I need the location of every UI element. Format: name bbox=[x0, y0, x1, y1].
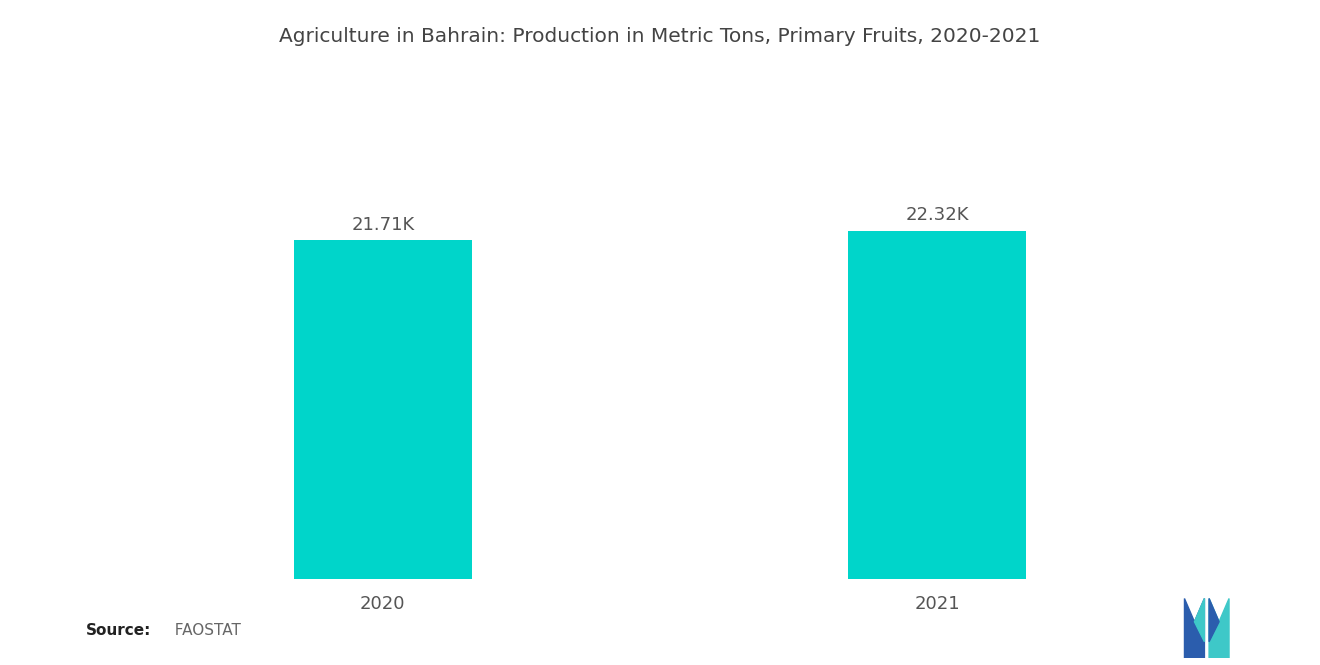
Text: FAOSTAT: FAOSTAT bbox=[165, 623, 240, 638]
Bar bbox=[849, 231, 1026, 579]
Polygon shape bbox=[1184, 598, 1204, 658]
Text: 21.71K: 21.71K bbox=[351, 215, 414, 234]
Text: Agriculture in Bahrain: Production in Metric Tons, Primary Fruits, 2020-2021: Agriculture in Bahrain: Production in Me… bbox=[280, 27, 1040, 46]
Polygon shape bbox=[1209, 598, 1229, 658]
Text: 22.32K: 22.32K bbox=[906, 206, 969, 224]
Text: Source:: Source: bbox=[86, 623, 152, 638]
Polygon shape bbox=[1209, 598, 1220, 642]
Polygon shape bbox=[1195, 598, 1204, 642]
Bar bbox=[294, 240, 471, 579]
